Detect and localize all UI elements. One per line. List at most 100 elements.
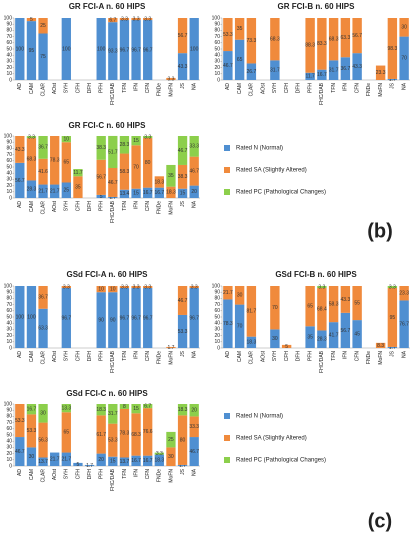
bar-segment [38,404,48,423]
x-tick-label: SYH [64,351,70,362]
data-label: 43.3 [341,297,351,303]
data-label: 15 [133,138,139,144]
x-tick-label: FHC/DAB [319,82,325,105]
data-label: 96.7 [120,47,130,53]
x-tick-label: CFN [354,351,360,362]
y-tick-label: 100 [212,283,221,289]
data-label: 68.3 [131,432,141,438]
y-tick-label: 80 [6,296,12,302]
y-tick-label: 10 [214,339,220,345]
chart-title: GR FCI-A n. 60 HIPS [69,2,146,11]
y-tick-label: 90 [6,140,12,146]
data-label: 100 [16,46,25,52]
data-label: 46.7 [178,148,188,154]
data-label: 70 [272,305,278,311]
x-tick-label: TFN [331,351,337,361]
data-label: 63.3 [341,35,351,41]
x-tick-label: PFH [307,351,313,361]
legend-swatch [224,167,230,173]
data-label: 51.7 [108,149,118,155]
data-label: 5 [100,194,103,200]
bar-segment [328,60,339,80]
bar-segment [305,72,315,80]
data-label: 30 [401,25,407,31]
data-label: 53.3 [178,329,188,335]
data-label: 31.7 [270,68,280,74]
x-tick-label: AOst [260,350,266,362]
data-label: 46.7 [223,63,233,69]
bar-segment [177,136,188,165]
bar-segment [143,408,153,456]
bar-segment [50,452,60,466]
bar-segment [15,162,25,198]
data-label: 3.3 [389,284,396,290]
bar-segment [15,18,25,80]
y-tick-label: 60 [214,40,220,46]
x-tick-label: TFN [331,83,337,93]
x-tick-label: AD [17,469,23,476]
y-tick-label: 100 [4,133,13,139]
bar-segment [223,299,233,348]
y-tick-label: 10 [6,339,12,345]
bar-segment [143,288,153,348]
y-tick-label: 70 [6,34,12,40]
data-label: 28.3 [317,337,327,343]
data-label: 21.7 [61,457,71,463]
bar-segment [166,447,176,466]
bar-segment [26,180,37,198]
bar-segment [96,404,106,416]
bar-segment [189,136,199,157]
bar-segment [131,20,141,81]
data-label: 1.7 [86,463,93,469]
y-tick-label: 70 [6,302,12,308]
data-label: 1.7 [109,195,116,201]
bar-segment [15,286,25,348]
bar-segment [119,408,130,458]
x-tick-label: AD [17,201,23,208]
y-tick-label: 100 [4,401,13,407]
y-tick-label: 70 [6,420,12,426]
y-tick-label: 20 [6,451,12,457]
bar-segment [154,454,164,466]
x-tick-label: AOst [52,82,58,94]
bar-segment [131,136,141,146]
bar-segment [154,187,164,198]
bar-segment [61,142,71,183]
x-tick-label: IFN [133,469,139,477]
x-tick-label: CFH [75,83,81,94]
bar-segment [177,18,188,54]
data-label: 53.3 [223,32,233,38]
bar-segment [96,194,106,198]
data-label: 56.7 [96,175,106,181]
bar-segment [177,314,188,348]
bar-segment [234,18,245,40]
data-label: 100 [97,46,106,52]
x-tick-label: SYH [64,469,70,480]
bar-segment [131,145,141,189]
bar-segment [234,39,245,80]
x-tick-label: CAM [237,351,243,362]
bar-segment [177,404,188,416]
bar-segment [38,136,48,159]
data-label: 18.3 [166,190,176,196]
bar-segment [166,346,176,348]
data-label: 15 [133,191,139,197]
y-tick-label: 90 [6,408,12,414]
bar-segment [26,286,37,348]
bar-segment [73,462,83,466]
data-label: 23.3 [376,70,386,76]
x-tick-label: SYH [64,201,70,212]
data-label: 46.7 [15,449,25,455]
data-label: 11.7 [73,170,83,176]
data-label: 36.7 [38,295,48,301]
data-label: 56.3 [38,437,48,443]
data-label: 15 [180,191,186,197]
data-label: 3.3 [144,284,151,290]
bar-segment [399,300,409,348]
y-tick-label: 0 [217,77,220,83]
bar-segment [38,308,48,348]
y-tick-label: 30 [6,59,12,65]
x-tick-label: IFN [133,83,139,91]
data-label: 68.3 [27,157,37,163]
